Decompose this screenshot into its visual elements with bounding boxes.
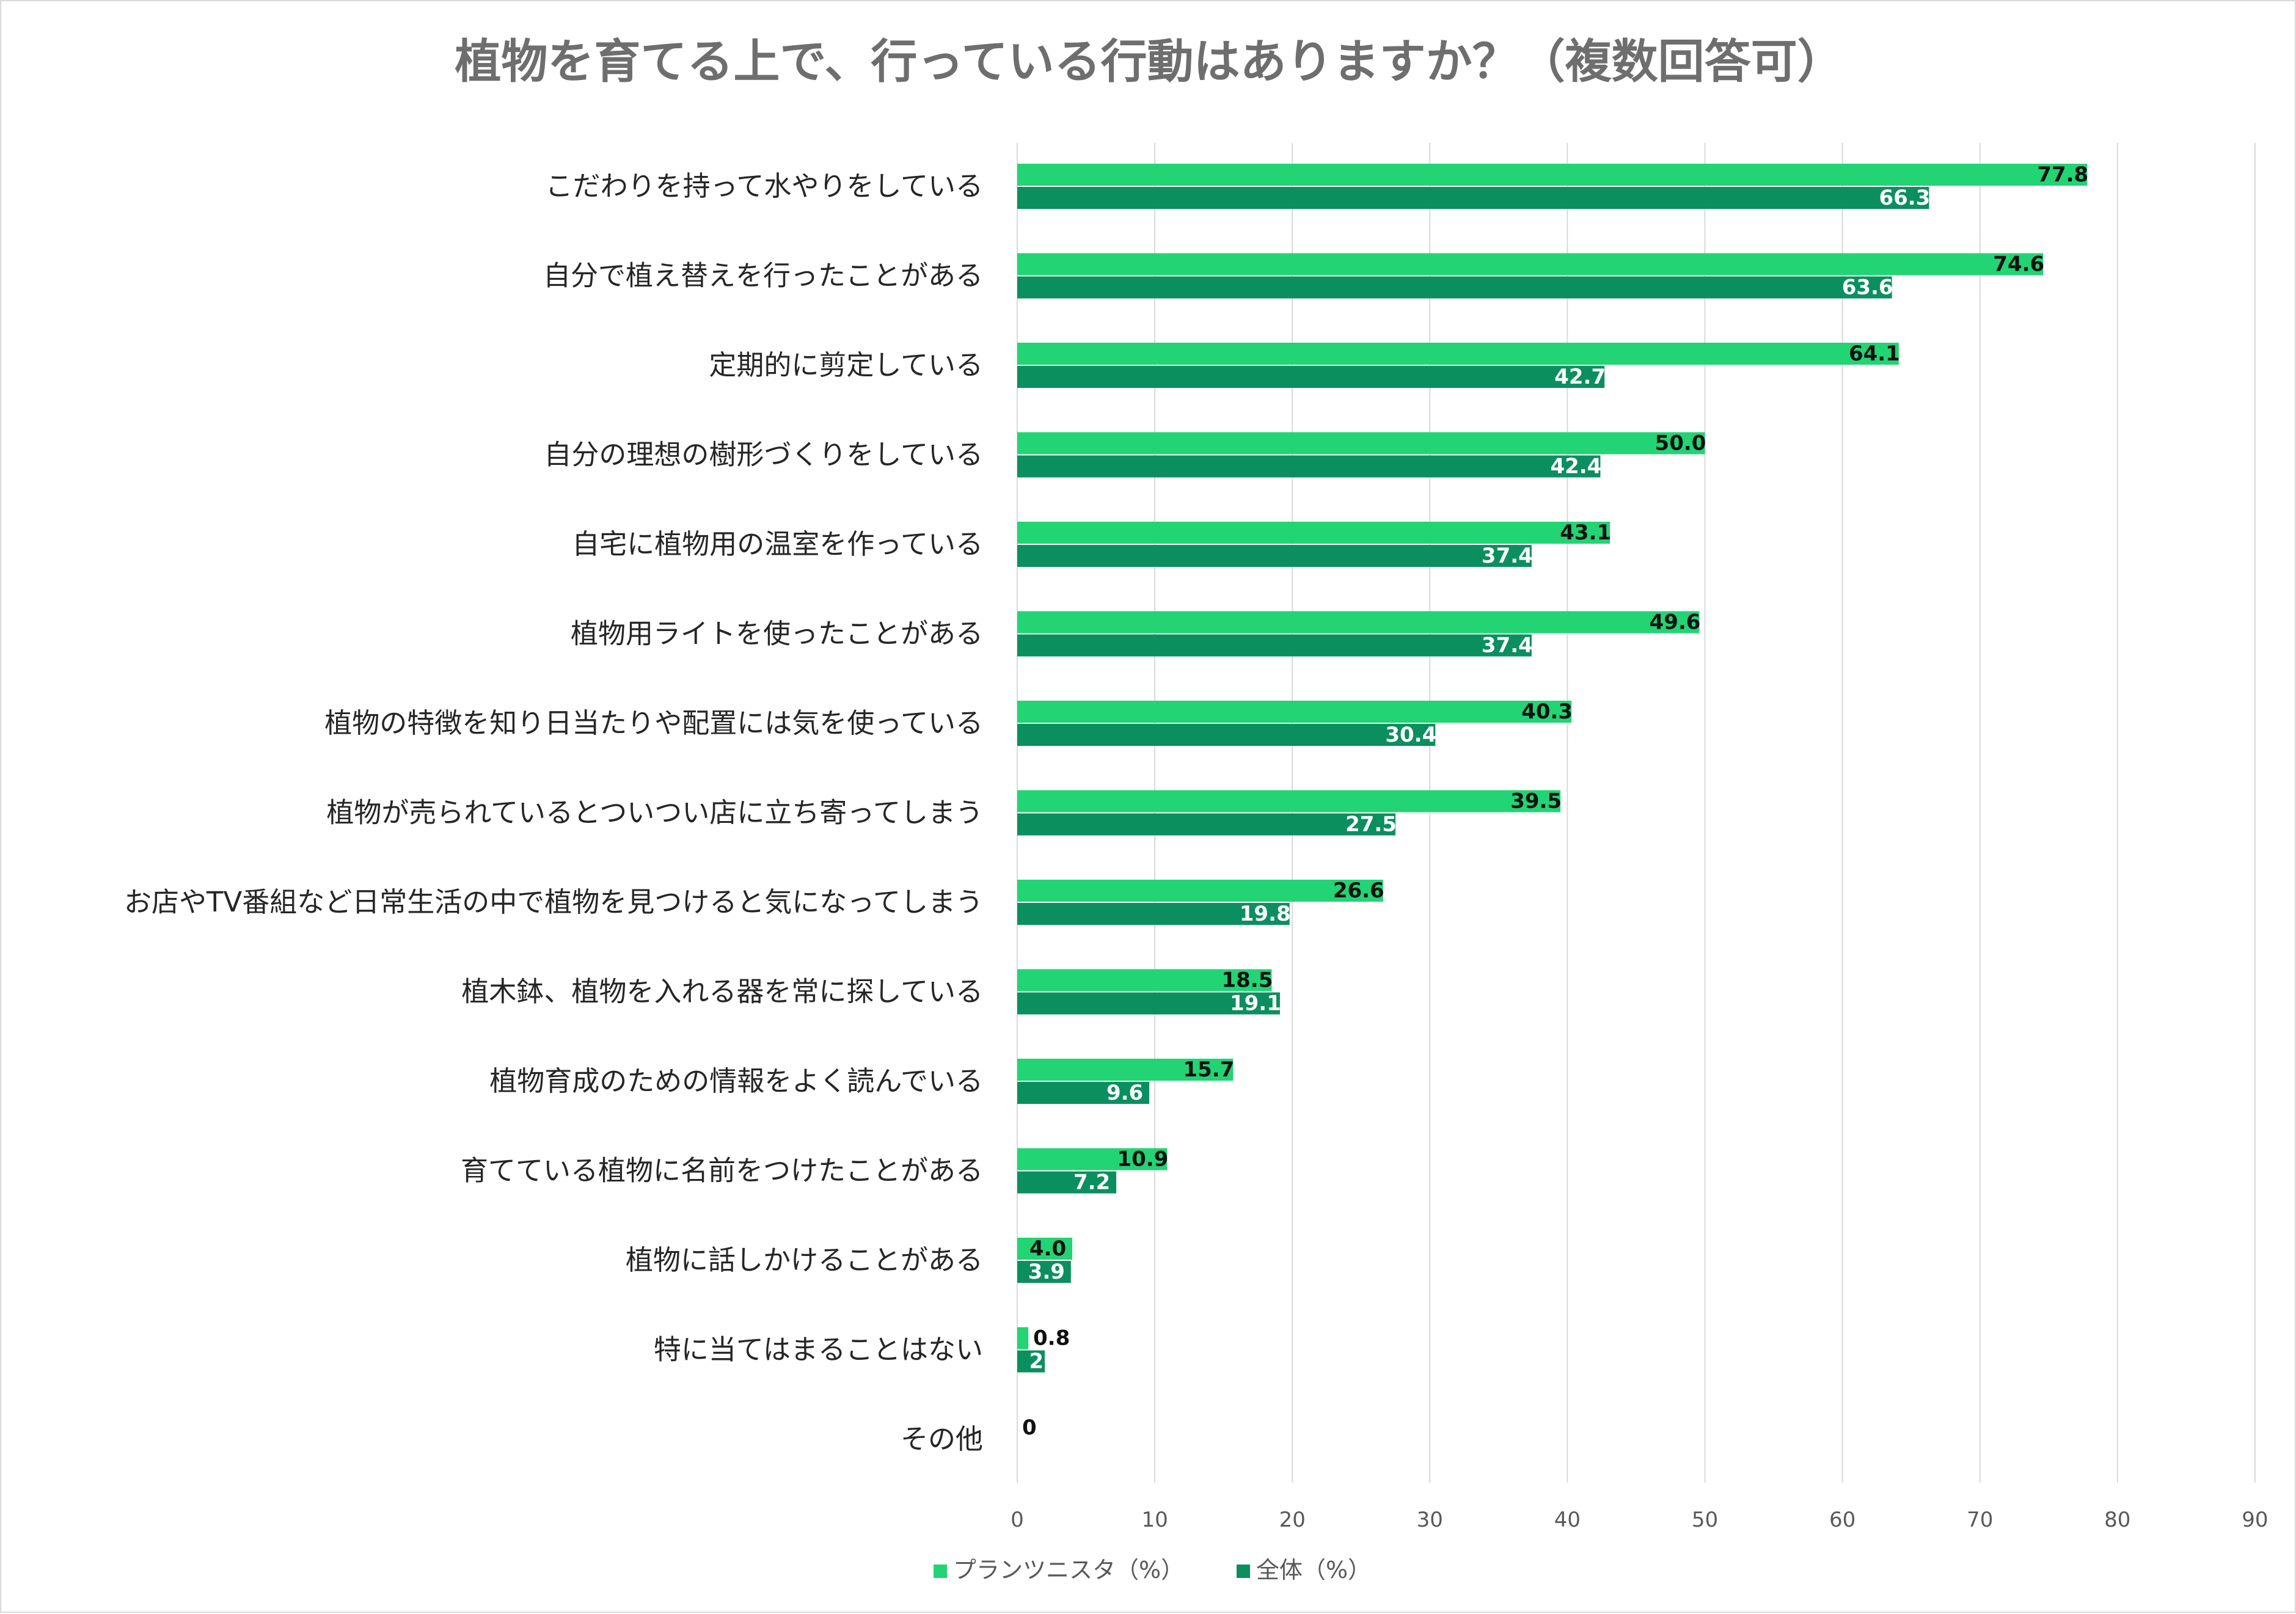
bars <box>1017 164 2088 1373</box>
data-label-overall: 30.4 <box>1385 723 1436 747</box>
category-label: その他 <box>901 1423 983 1455</box>
x-tick-label: 70 <box>1967 1508 1993 1532</box>
category-label: 自分で植え替えを行ったことがある <box>543 260 983 292</box>
bar-overall <box>1017 813 1396 836</box>
category-label: 植物に話しかけることがある <box>626 1244 983 1276</box>
x-tick-label: 40 <box>1554 1508 1581 1532</box>
bar-plantsnista <box>1017 611 1700 634</box>
category-label: 定期的に剪定している <box>709 349 983 381</box>
bar-plantsnista <box>1017 1059 1234 1081</box>
x-tick-label: 30 <box>1417 1508 1443 1532</box>
bar-plantsnista <box>1017 1327 1029 1349</box>
bar-overall <box>1017 366 1605 388</box>
data-label-overall: 7.2 <box>1073 1170 1110 1195</box>
category-label: 植物の特徴を知り日当たりや配置には気を使っている <box>324 707 983 739</box>
x-axis-ticks: 0 10 20 30 40 50 60 70 80 90 <box>1011 1508 2268 1532</box>
bar-overall <box>1017 1350 1045 1373</box>
bar-plantsnista <box>1017 790 1561 812</box>
data-label-plantsnista: 43.1 <box>1560 520 1611 545</box>
category-label: 自分の理想の樹形づくりをしている <box>544 439 983 471</box>
bar-plantsnista <box>1017 701 1572 723</box>
category-label: 自宅に植物用の温室を作っている <box>572 528 983 560</box>
bar-overall <box>1017 724 1436 746</box>
data-label-overall: 2 <box>1029 1349 1044 1374</box>
bar-overall <box>1017 634 1532 657</box>
data-label-overall: 19.8 <box>1240 902 1291 926</box>
bar-plantsnista <box>1017 343 1899 365</box>
data-label-overall: 3.9 <box>1028 1260 1065 1284</box>
bar-overall <box>1017 1171 1117 1194</box>
bar-overall <box>1017 1261 1071 1283</box>
category-label: 植木鉢、植物を入れる器を常に探している <box>461 976 983 1008</box>
category-label: 植物育成のための情報をよく読んでいる <box>489 1065 983 1097</box>
x-tick-label: 60 <box>1829 1508 1855 1532</box>
data-label-overall: 27.5 <box>1345 812 1397 837</box>
bar-overall <box>1017 276 1892 299</box>
data-label-plantsnista: 77.8 <box>2037 162 2088 187</box>
data-label-plantsnista: 50.0 <box>1655 431 1706 456</box>
bar-overall <box>1017 1082 1150 1104</box>
category-label: 特に当てはまることはない <box>654 1334 983 1366</box>
x-tick-label: 10 <box>1141 1508 1168 1532</box>
x-tick-label: 0 <box>1011 1508 1024 1532</box>
data-label-plantsnista: 4.0 <box>1029 1236 1066 1261</box>
data-label-overall: 63.6 <box>1842 276 1893 300</box>
bar-plantsnista <box>1017 432 1705 455</box>
bar-plantsnista <box>1017 164 2088 186</box>
bar-plantsnista <box>1017 1148 1168 1170</box>
x-tick-label: 80 <box>2104 1508 2130 1532</box>
legend-plantsnista-label: プランツニスタ（%） <box>953 1557 1184 1583</box>
legend-overall-swatch <box>1237 1565 1250 1578</box>
category-label: こだわりを持って水やりをしている <box>546 170 983 202</box>
data-label-plantsnista: 74.6 <box>1993 252 2044 277</box>
bar-plantsnista <box>1017 969 1272 991</box>
category-labels: こだわりを持って水やりをしている自分で植え替えを行ったことがある定期的に剪定して… <box>124 170 983 1455</box>
legend: プランツニスタ（%） 全体（%） <box>934 1557 1371 1583</box>
data-label-overall: 37.4 <box>1482 544 1533 568</box>
data-label-overall: 37.4 <box>1482 634 1533 658</box>
category-label: 植物が売られているとついつい店に立ち寄ってしまう <box>326 797 983 829</box>
data-label-plantsnista: 49.6 <box>1650 610 1701 635</box>
x-tick-label: 50 <box>1692 1508 1718 1532</box>
data-label-plantsnista: 26.6 <box>1333 878 1384 903</box>
data-label-plantsnista: 40.3 <box>1521 699 1573 724</box>
data-label-plantsnista: 0 <box>1022 1415 1037 1440</box>
category-label: 植物用ライトを使ったことがある <box>571 618 983 650</box>
x-tick-label: 20 <box>1279 1508 1306 1532</box>
bar-overall <box>1017 455 1601 478</box>
bar-overall <box>1017 545 1532 567</box>
legend-overall-label: 全体（%） <box>1256 1557 1371 1583</box>
data-label-plantsnista: 15.7 <box>1183 1057 1234 1082</box>
bar-overall <box>1017 903 1290 925</box>
bar-plantsnista <box>1017 522 1610 544</box>
bar-plantsnista <box>1017 1238 1073 1260</box>
bar-overall <box>1017 992 1280 1015</box>
data-label-plantsnista: 39.5 <box>1510 789 1562 814</box>
data-label-overall: 9.6 <box>1106 1081 1143 1105</box>
data-label-overall: 19.1 <box>1230 991 1281 1016</box>
bar-plantsnista <box>1017 880 1383 902</box>
data-labels: 77.8 66.3 74.6 63.6 64.1 42.7 50.0 42.4 43.1 37.4… <box>1022 162 2088 1440</box>
bar-plantsnista <box>1017 253 2044 276</box>
category-label: お店やTV番組など日常生活の中で植物を見つけると気になってしまう <box>124 886 983 918</box>
legend-plantsnista-swatch <box>934 1565 947 1578</box>
bar-overall <box>1017 187 1929 209</box>
data-label-plantsnista: 10.9 <box>1117 1147 1168 1172</box>
data-label-plantsnista: 18.5 <box>1221 968 1273 993</box>
data-label-overall: 42.4 <box>1550 455 1601 479</box>
x-tick-label: 90 <box>2242 1508 2268 1532</box>
data-label-overall: 42.7 <box>1554 365 1606 389</box>
data-label-plantsnista: 0.8 <box>1033 1326 1070 1351</box>
chart-title: 植物を育てる上で、行っている行動はありますか？（複数回答可） <box>455 34 1843 89</box>
data-label-plantsnista: 64.1 <box>1849 341 1900 366</box>
data-label-overall: 66.3 <box>1879 186 1930 210</box>
category-label: 育てている植物に名前をつけたことがある <box>461 1155 983 1187</box>
